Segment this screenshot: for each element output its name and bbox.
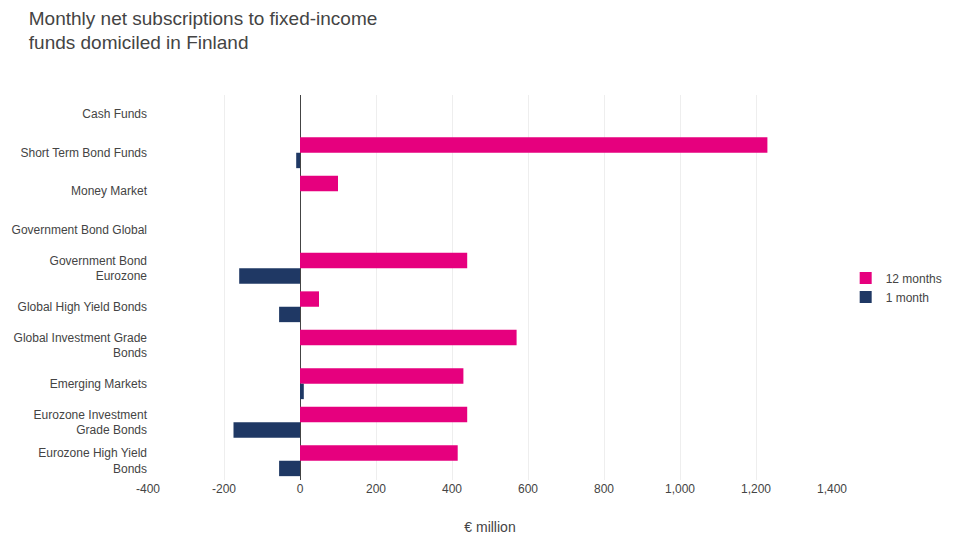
svg-text:-200: -200 <box>212 482 236 496</box>
svg-text:400: 400 <box>442 482 462 496</box>
svg-text:1,400: 1,400 <box>817 482 847 496</box>
svg-text:1,000: 1,000 <box>665 482 695 496</box>
svg-text:200: 200 <box>366 482 386 496</box>
svg-text:Monthly net subscriptions to f: Monthly net subscriptions to fixed-incom… <box>29 8 378 54</box>
svg-text:600: 600 <box>518 482 538 496</box>
svg-text:12 months: 12 months <box>886 272 942 286</box>
svg-text:Emerging Markets: Emerging Markets <box>50 377 147 391</box>
svg-text:Eurozone InvestmentGrade Bonds: Eurozone InvestmentGrade Bonds <box>34 408 148 438</box>
svg-text:1 month: 1 month <box>886 291 929 305</box>
svg-text:€ million: € million <box>464 519 515 535</box>
svg-text:Global High Yield Bonds: Global High Yield Bonds <box>18 300 147 314</box>
svg-text:1,200: 1,200 <box>741 482 771 496</box>
svg-text:Global Investment GradeBonds: Global Investment GradeBonds <box>14 331 148 361</box>
svg-text:Money Market: Money Market <box>71 184 148 198</box>
svg-text:Government Bond Global: Government Bond Global <box>12 223 147 237</box>
svg-text:Eurozone High YieldBonds: Eurozone High YieldBonds <box>38 446 147 476</box>
svg-text:Short Term Bond Funds: Short Term Bond Funds <box>20 146 147 160</box>
svg-text:Cash Funds: Cash Funds <box>82 107 147 121</box>
svg-text:800: 800 <box>594 482 614 496</box>
svg-text:0: 0 <box>297 482 304 496</box>
svg-text:-400: -400 <box>136 482 160 496</box>
svg-text:Government BondEurozone: Government BondEurozone <box>50 254 148 284</box>
